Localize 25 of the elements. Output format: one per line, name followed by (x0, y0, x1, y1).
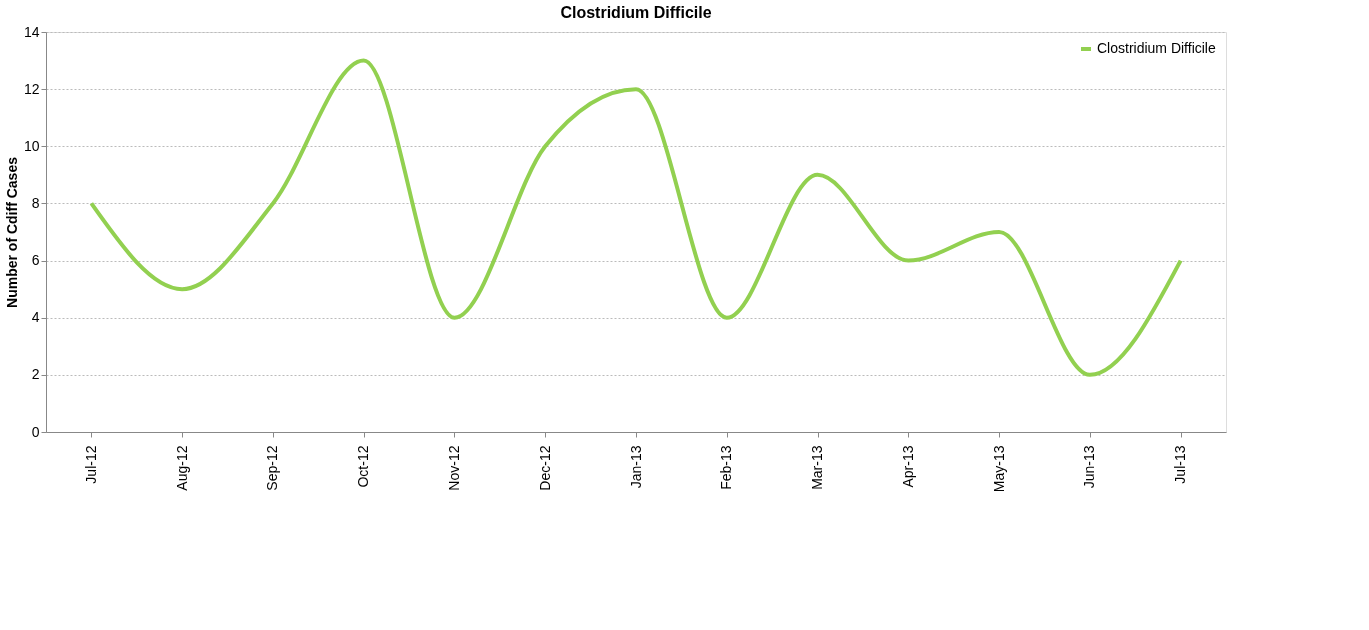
x-tick-label: Aug-12 (173, 445, 190, 491)
x-tick-label: Nov-12 (445, 445, 462, 491)
x-tick-label: Jul-13 (1172, 445, 1189, 484)
y-tick-label: 12 (23, 80, 40, 97)
y-tick-label: 4 (31, 309, 40, 326)
x-tick-label: Jan-13 (627, 445, 644, 489)
line-series (89, 58, 1183, 377)
legend-label: Clostridium Difficile (1097, 40, 1216, 56)
x-tick-label: Apr-13 (899, 445, 916, 488)
x-tick-label: Mar-13 (809, 445, 826, 490)
y-tick-label: 6 (31, 252, 40, 269)
x-tick-label: May-13 (990, 445, 1007, 493)
x-tick-label: Jul-12 (82, 445, 99, 484)
y-tick-label: 8 (31, 194, 40, 211)
y-tick-label: 2 (31, 366, 40, 383)
y-tick-label: 0 (31, 423, 40, 440)
x-tick-label: Sep-12 (264, 445, 281, 491)
x-tick-label: Oct-12 (355, 445, 372, 488)
y-tick-label: 14 (23, 23, 40, 40)
y-axis-title: Number of Cdiff Cases (3, 156, 20, 308)
y-tick-label: 10 (23, 137, 40, 154)
x-tick-label: Jun-13 (1081, 445, 1098, 489)
chart-title: Clostridium Difficile (560, 4, 712, 21)
x-tick-label: Dec-12 (536, 445, 553, 491)
x-tick-label: Feb-13 (718, 445, 735, 490)
